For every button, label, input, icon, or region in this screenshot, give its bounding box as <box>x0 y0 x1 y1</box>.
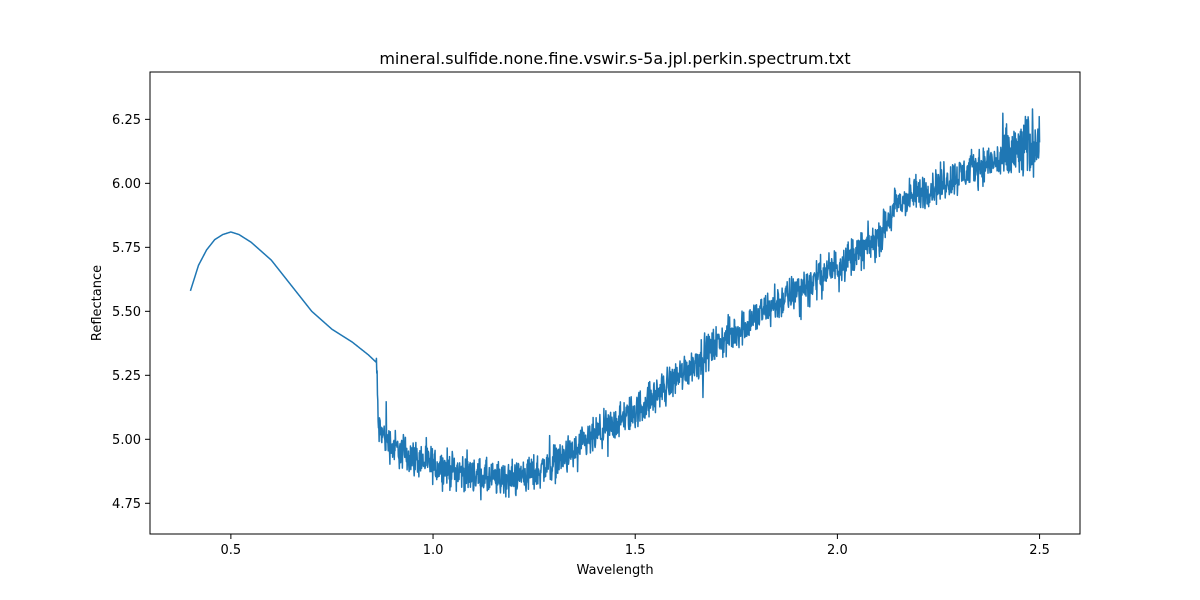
y-tick-label: 5.25 <box>112 369 141 384</box>
spectrum-line <box>189 108 1041 501</box>
x-tick-label: 2.0 <box>827 543 848 558</box>
y-axis-label: Reflectance <box>90 265 105 341</box>
x-tick-label: 1.0 <box>423 543 444 558</box>
x-tick-label: 1.5 <box>625 543 646 558</box>
x-tick-label: 0.5 <box>221 543 242 558</box>
y-tick-label: 5.75 <box>112 241 141 256</box>
y-axis: 4.75 5.00 5.25 5.50 5.75 6.00 6.25 <box>112 113 150 512</box>
x-tick-label: 2.5 <box>1029 543 1050 558</box>
y-tick-label: 4.75 <box>112 497 141 512</box>
y-tick-label: 6.00 <box>112 177 141 192</box>
y-tick-label: 6.25 <box>112 113 141 128</box>
x-axis-label: Wavelength <box>576 563 653 578</box>
plot-area <box>189 108 1041 501</box>
y-tick-label: 5.50 <box>112 305 141 320</box>
axes-frame <box>149 71 1081 535</box>
chart-title: mineral.sulfide.none.fine.vswir.s-5a.jpl… <box>379 49 850 68</box>
y-tick-label: 5.00 <box>112 433 141 448</box>
x-axis: 0.5 1.0 1.5 2.0 2.5 <box>221 534 1050 558</box>
